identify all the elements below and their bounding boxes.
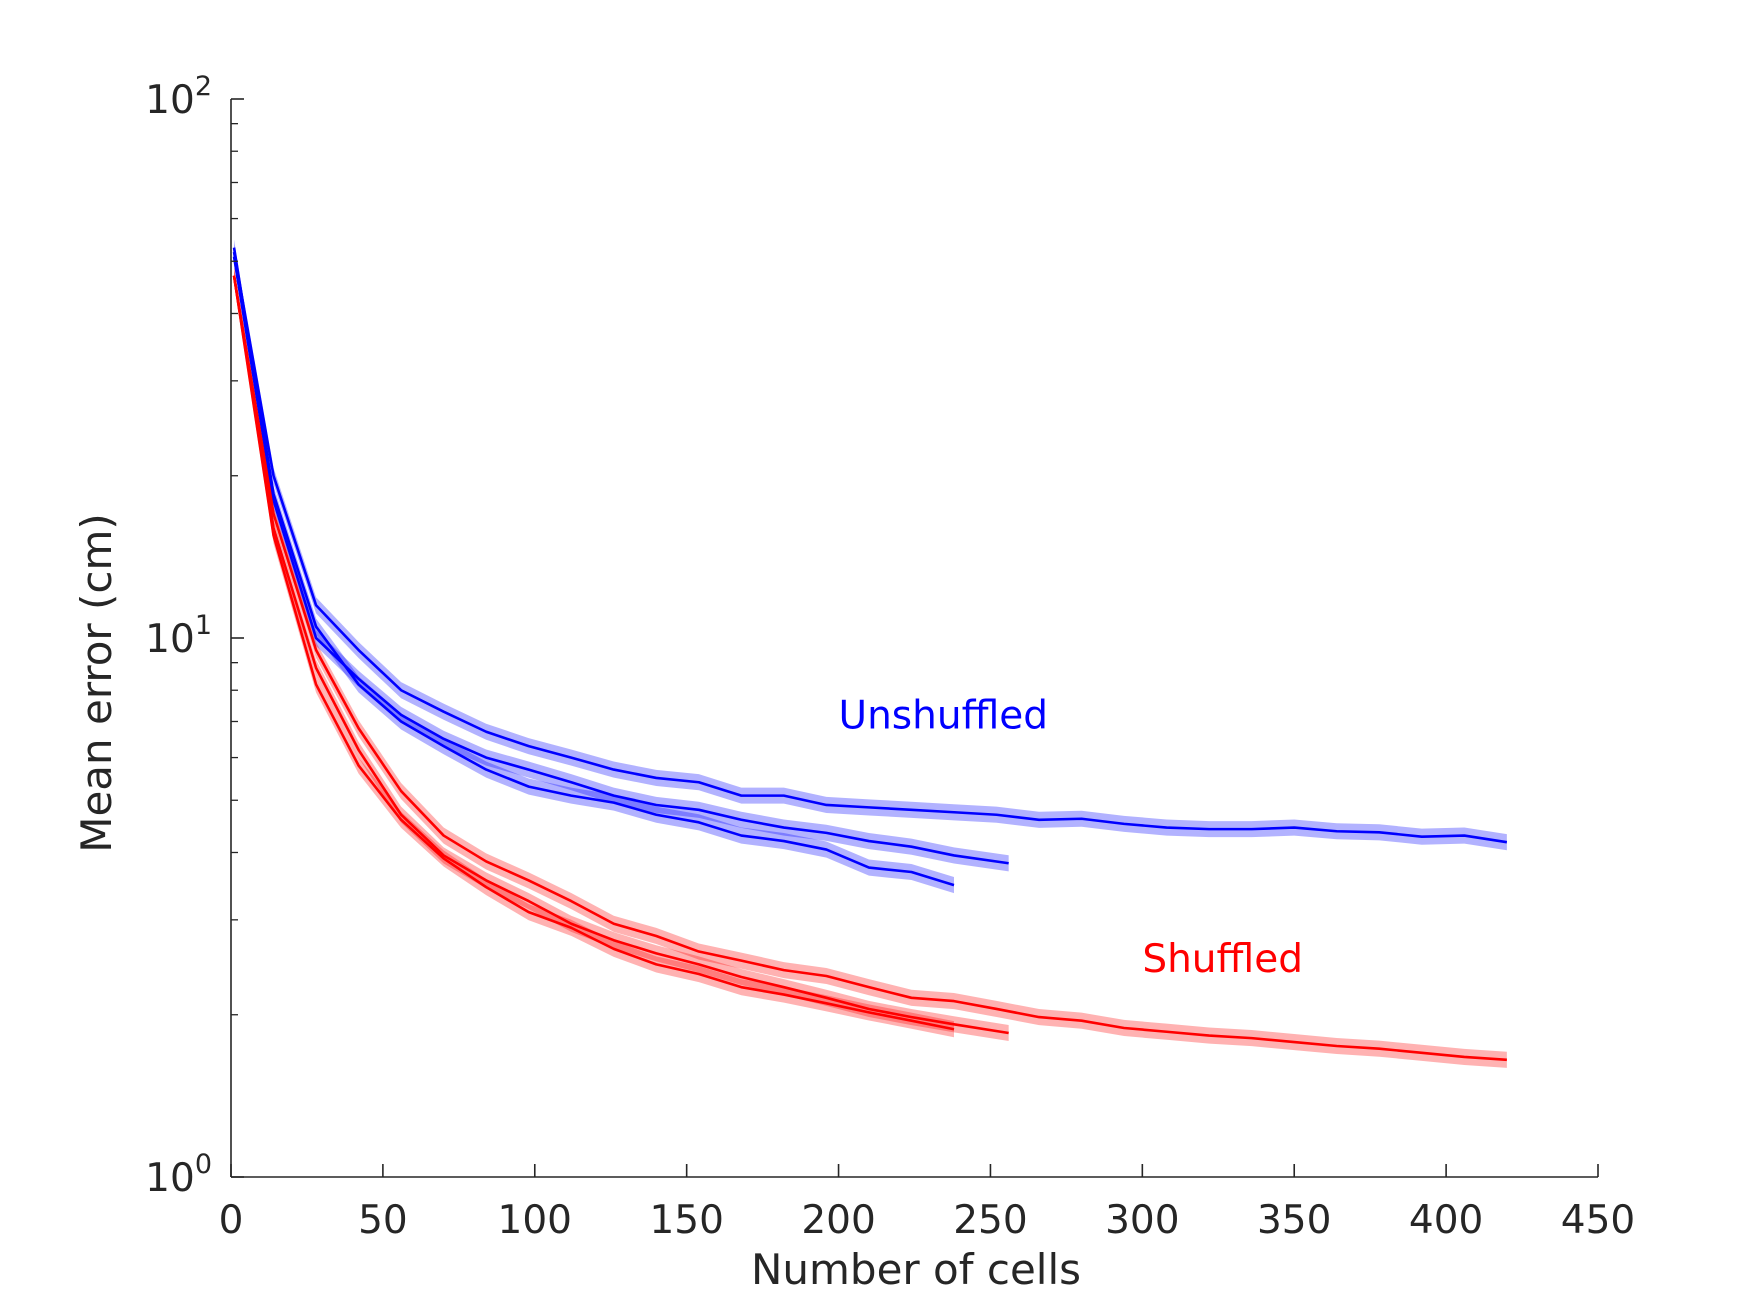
series-4-band	[234, 267, 1507, 1068]
series-4	[232, 267, 1507, 1068]
tick-labels: 0 50 100 150 200 250 300 350 400 450 100 101 102	[145, 71, 1635, 1243]
series-5	[232, 267, 1009, 1042]
series-1	[232, 244, 1508, 851]
series-4-line	[232, 275, 1507, 1062]
series-3-line	[232, 247, 955, 887]
x-tick-label: 300	[1105, 1198, 1179, 1243]
x-tick-label: 200	[801, 1198, 875, 1243]
x-tick-label: 50	[358, 1198, 408, 1243]
axes	[230, 98, 1599, 1178]
x-tick-label: 100	[498, 1198, 572, 1243]
series-1-band	[234, 244, 1507, 851]
series-2-line	[232, 256, 1009, 865]
x-axis-title: Number of cells	[751, 1245, 1081, 1294]
series-layer	[232, 239, 1508, 1068]
series-6-band	[234, 267, 954, 1038]
series-6	[232, 267, 955, 1038]
series-2	[232, 248, 1009, 872]
x-tick-label: 0	[219, 1198, 244, 1243]
y-axis-title: Mean error (cm)	[72, 513, 121, 853]
y-tick-label: 101	[145, 610, 212, 662]
series-1-line	[232, 251, 1508, 844]
x-tick-label: 450	[1561, 1198, 1635, 1243]
x-tick-label: 250	[953, 1198, 1027, 1243]
annotation-1: Unshuffled	[839, 693, 1048, 738]
annotation-2: Shuffled	[1142, 937, 1303, 982]
series-5-band	[234, 267, 1009, 1042]
x-tick-label: 150	[649, 1198, 723, 1243]
annotations: Unshuffled Shuffled	[839, 693, 1303, 982]
series-3	[232, 239, 955, 894]
series-5-line	[232, 275, 1009, 1035]
y-tick-label: 102	[145, 71, 212, 123]
y-tick-label: 100	[145, 1149, 212, 1201]
x-tick-label: 400	[1409, 1198, 1483, 1243]
series-3-band	[234, 239, 954, 894]
x-tick-label: 350	[1257, 1198, 1331, 1243]
series-6-line	[232, 275, 955, 1031]
